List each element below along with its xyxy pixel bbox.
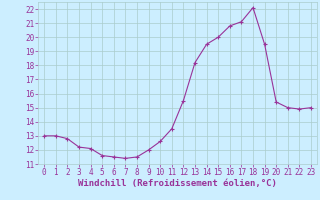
X-axis label: Windchill (Refroidissement éolien,°C): Windchill (Refroidissement éolien,°C) — [78, 179, 277, 188]
